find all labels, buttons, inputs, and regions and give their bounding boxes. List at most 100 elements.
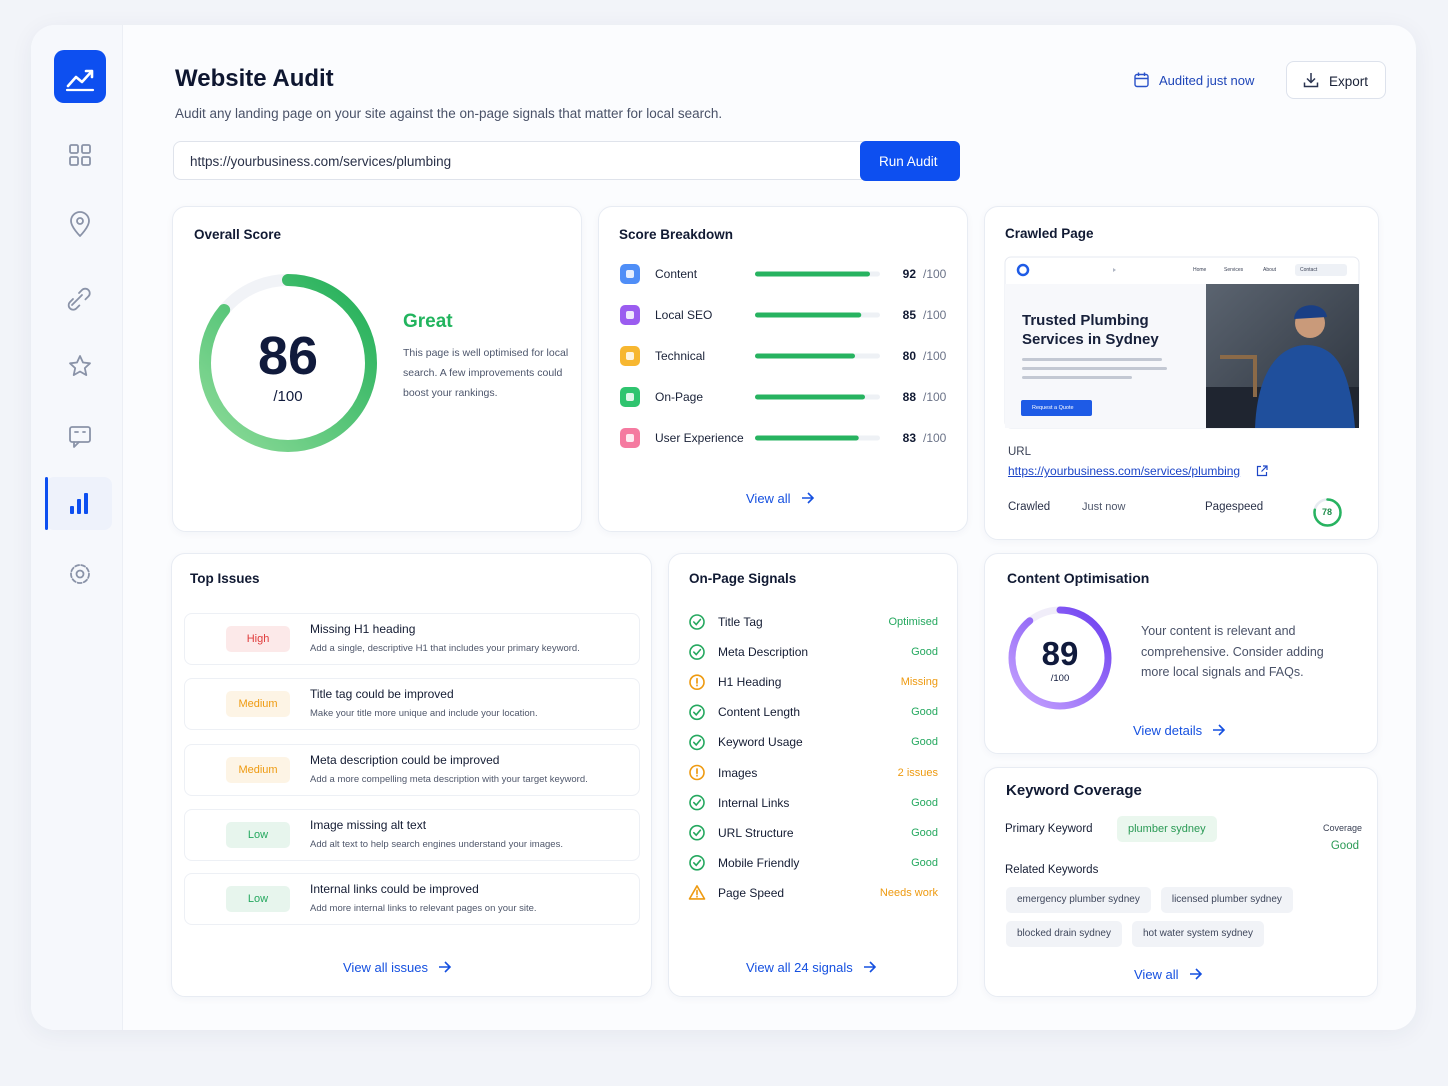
coverage-label: Coverage <box>1322 823 1362 833</box>
keyword-chip[interactable]: blocked drain sydney <box>1006 921 1122 947</box>
breakdown-view-all[interactable]: View all <box>746 489 815 507</box>
arrow-path <box>863 961 876 973</box>
issue-row[interactable] <box>184 678 640 730</box>
external-link-path <box>1256 465 1268 477</box>
signal-name: Images <box>718 765 758 780</box>
preview-worker-cap <box>1294 305 1327 319</box>
page-preview <box>1004 256 1360 429</box>
signal-name: URL Structure <box>718 825 794 840</box>
issue-description: Add more internal links to relevant page… <box>310 902 537 914</box>
keyword-chip[interactable]: hot water system sydney <box>1131 921 1264 947</box>
overall-title: Overall Score <box>194 226 282 242</box>
category-scale: /100 <box>923 390 947 404</box>
signal-name: Mobile Friendly <box>718 855 800 870</box>
issue-row[interactable] <box>184 809 640 861</box>
crawled-url: https://yourbusiness.com/services/plumbi… <box>1008 464 1241 478</box>
signal-name: Page Speed <box>718 885 785 900</box>
arrow-path <box>801 492 814 504</box>
overall-ring <box>199 274 377 452</box>
overall-card <box>172 206 582 532</box>
preview-worker-body <box>1255 345 1355 428</box>
sidebar-icons <box>45 50 112 584</box>
breakdown-title: Score Breakdown <box>619 226 734 242</box>
nav-logo[interactable] <box>54 50 106 103</box>
breakdown-bars <box>620 264 880 448</box>
category-icon-glyph <box>626 311 634 319</box>
breakdown-card <box>598 206 968 532</box>
signal-name: Keyword Usage <box>718 735 803 750</box>
nav-reports[interactable] <box>45 477 112 530</box>
nav-links[interactable] <box>67 287 91 311</box>
status-circle <box>689 704 705 721</box>
issue-description: Add a single, descriptive H1 that includ… <box>310 642 580 654</box>
category-icon-glyph <box>626 393 634 401</box>
nav-settings[interactable] <box>70 564 90 584</box>
link-text: View all <box>746 490 791 506</box>
check-mark <box>693 799 702 807</box>
crawled-label: Crawled <box>1008 500 1051 513</box>
signal-status: Good <box>911 706 938 719</box>
related-keywords-label: Related Keywords <box>1005 863 1099 876</box>
arrow-path <box>1189 968 1202 980</box>
status-circle <box>689 614 705 630</box>
category-scale: /100 <box>923 267 947 281</box>
overall-scale: /100 <box>273 388 303 405</box>
category-name: Technical <box>655 349 706 363</box>
overall-rating: Great <box>403 311 453 332</box>
nav-reviews[interactable] <box>69 355 91 376</box>
issue-row[interactable] <box>184 744 640 796</box>
signal-status: Optimised <box>888 616 938 628</box>
content-card <box>984 553 1378 754</box>
issue-description: Add a more compelling meta description w… <box>310 773 588 785</box>
signals-title: On-Page Signals <box>689 570 797 586</box>
external-link-icon[interactable] <box>1256 465 1268 477</box>
keyword-chip[interactable]: emergency plumber sydney <box>1006 887 1151 913</box>
calendar-icon <box>1134 72 1149 88</box>
preview-nav-item: About <box>1263 267 1277 273</box>
issue-title: Image missing alt text <box>310 818 427 832</box>
nav-messages[interactable] <box>69 426 91 448</box>
status-circle <box>689 764 705 781</box>
category-scale: /100 <box>923 431 947 445</box>
preview-headline: Trusted Plumbing Services in Sydney <box>1022 312 1159 348</box>
keywords-title: Keyword Coverage <box>1006 782 1142 799</box>
issue-row[interactable] <box>184 613 640 665</box>
status-circle <box>689 674 705 691</box>
category-score: 83 <box>902 431 916 445</box>
category-scale: /100 <box>923 308 947 322</box>
severity-badge: Low <box>226 886 290 912</box>
preview-button <box>1021 400 1092 416</box>
nav-location[interactable] <box>70 211 90 237</box>
bar-fill <box>755 353 855 359</box>
export-label: Export <box>1329 73 1369 89</box>
run-audit-button[interactable] <box>860 141 960 181</box>
issue-row[interactable] <box>184 873 640 925</box>
page-title: Website Audit <box>175 65 334 92</box>
category-score: 88 <box>902 390 916 404</box>
issue-title: Title tag could be improved <box>310 687 454 701</box>
severity-badge: Medium <box>226 757 290 783</box>
export-button[interactable] <box>1286 61 1386 99</box>
keywords-view-all[interactable]: View all <box>1134 965 1203 983</box>
link-text: View all 24 signals <box>746 959 853 975</box>
status-circle <box>689 734 705 751</box>
signals-view-all[interactable]: View all 24 signals <box>746 958 877 976</box>
signal-name: Internal Links <box>718 795 790 810</box>
url-input-text: https://yourbusiness.com/services/plumbi… <box>190 153 452 169</box>
preview-button-label: Request a Quote <box>1032 404 1074 411</box>
issues-view-all[interactable]: View all issues <box>343 958 452 976</box>
nav-dashboard[interactable] <box>69 144 91 166</box>
url-input[interactable] <box>173 141 873 180</box>
signal-status: Missing <box>900 676 938 689</box>
keyword-chip[interactable]: licensed plumber sydney <box>1160 887 1293 913</box>
arrow-icon <box>1213 724 1226 736</box>
bar-fill <box>755 435 859 441</box>
signal-status: Good <box>911 736 938 749</box>
check-mark <box>693 618 702 626</box>
category-scale: /100 <box>923 349 947 363</box>
content-view-details[interactable]: View details <box>1133 721 1226 739</box>
arrow-icon <box>1189 968 1202 980</box>
issue-description: Add alt text to help search engines unde… <box>310 838 563 850</box>
arrow-icon <box>801 492 814 504</box>
